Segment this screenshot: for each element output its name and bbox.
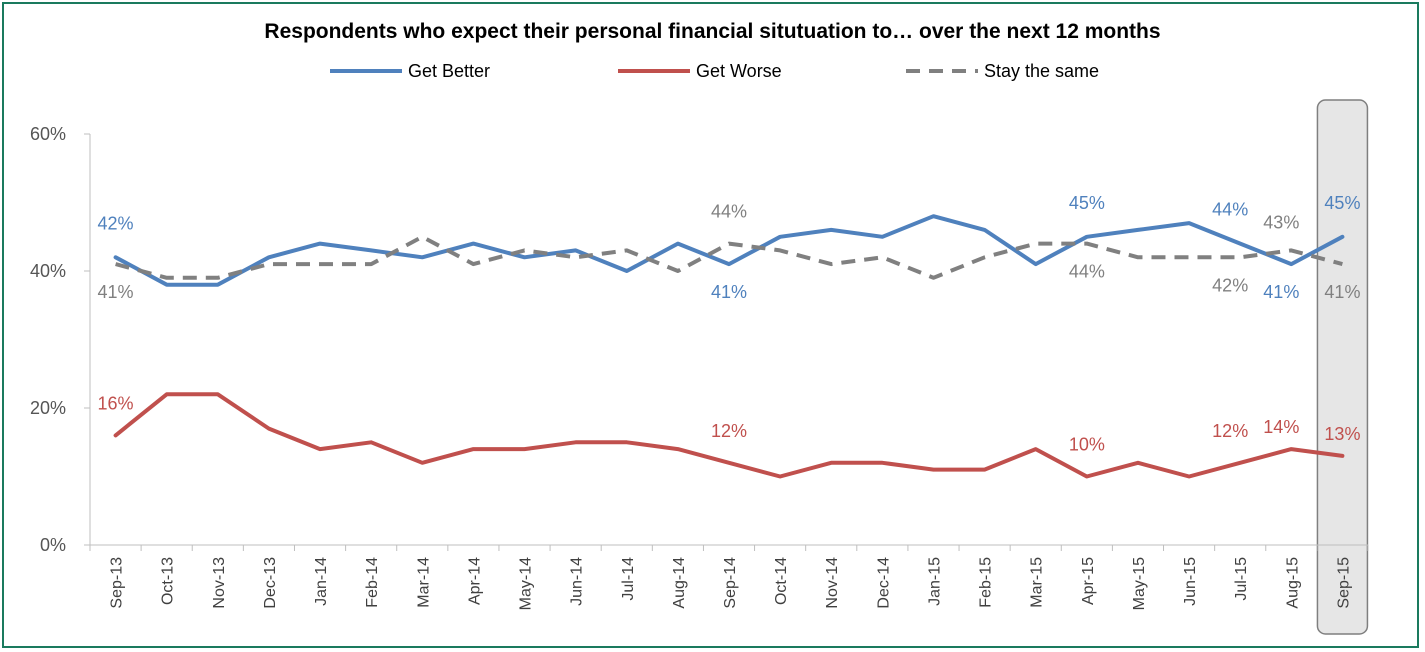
x-tick-label: Apr-14: [466, 557, 483, 605]
x-tick-label: Sep-15: [1335, 557, 1352, 609]
data-label: 45%: [1069, 193, 1105, 213]
x-tick-label: Dec-13: [262, 557, 279, 609]
y-tick-label: 0%: [40, 535, 66, 555]
x-tick-label: Jan-14: [313, 557, 330, 606]
x-tick-label: Oct-14: [773, 557, 790, 605]
y-tick-label: 40%: [30, 261, 66, 281]
series-line-stay-the-same: [115, 234, 1343, 280]
x-tick-label: Oct-13: [160, 557, 177, 605]
data-label: 45%: [1324, 193, 1360, 213]
data-label: 12%: [711, 421, 747, 441]
x-tick-label: Jan-15: [926, 557, 943, 606]
series-line-get-better: [113, 214, 1345, 287]
x-tick-label: May-14: [518, 557, 535, 610]
data-label: 44%: [1212, 200, 1248, 220]
x-tick-label: Jul-14: [620, 557, 637, 601]
data-label: 14%: [1263, 417, 1299, 437]
x-tick-label: Aug-14: [671, 557, 688, 609]
x-tick-label: Aug-15: [1284, 557, 1301, 609]
x-tick-label: Feb-14: [364, 557, 381, 608]
x-tick-label: Dec-14: [875, 557, 892, 609]
data-label: 42%: [98, 213, 134, 233]
x-tick-label: May-15: [1131, 557, 1148, 610]
data-label: 42%: [1212, 275, 1248, 295]
series-line-get-worse: [113, 392, 1345, 479]
data-label: 10%: [1069, 435, 1105, 455]
data-label: 13%: [1324, 424, 1360, 444]
y-tick-label: 60%: [30, 124, 66, 144]
y-tick-label: 20%: [30, 398, 66, 418]
data-label: 41%: [1263, 282, 1299, 302]
x-tick-label: Sep-14: [722, 557, 739, 609]
data-label: 41%: [711, 282, 747, 302]
data-label: 41%: [1324, 282, 1360, 302]
data-label: 12%: [1212, 421, 1248, 441]
x-tick-label: Apr-15: [1080, 557, 1097, 605]
x-tick-label: Sep-13: [109, 557, 126, 609]
x-tick-label: Nov-13: [211, 557, 228, 609]
x-tick-label: Feb-15: [978, 557, 995, 608]
x-tick-label: Jun-15: [1182, 557, 1199, 606]
x-tick-label: Mar-14: [415, 557, 432, 608]
data-label: 44%: [1069, 262, 1105, 282]
highlight-box: [1316, 99, 1369, 635]
legend-label: Get Better: [408, 61, 490, 81]
data-label: 44%: [711, 202, 747, 222]
x-tick-label: Jul-15: [1233, 557, 1250, 601]
data-label: 43%: [1263, 212, 1299, 232]
x-tick-label: Mar-15: [1029, 557, 1046, 608]
legend-label: Get Worse: [696, 61, 782, 81]
legend-label: Stay the same: [984, 61, 1099, 81]
x-tick-label: Nov-14: [824, 557, 841, 609]
chart-title: Respondents who expect their personal fi…: [264, 20, 1161, 43]
data-label: 16%: [98, 393, 134, 413]
x-tick-label: Jun-14: [569, 557, 586, 606]
data-label: 41%: [98, 282, 134, 302]
